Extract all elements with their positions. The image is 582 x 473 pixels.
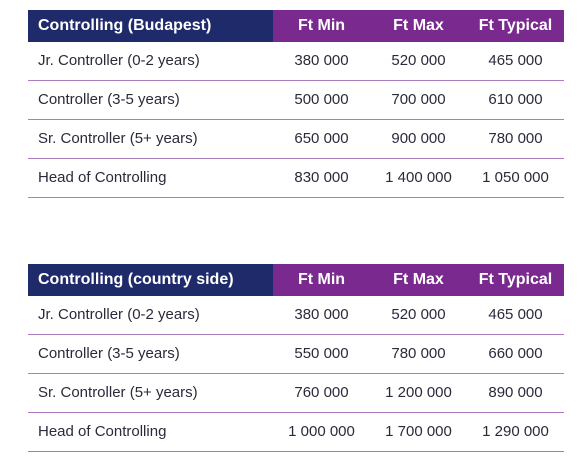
max-cell: 1 400 000 bbox=[385, 169, 452, 186]
header-typical: Ft Typical bbox=[467, 10, 564, 42]
salary-table-country-side: Controlling (country side) Ft Min Ft Max… bbox=[28, 264, 564, 452]
table-row: Sr. Controller (5+ years) 650 000 900 00… bbox=[28, 120, 564, 159]
role-cell: Controller (3-5 years) bbox=[38, 91, 180, 108]
typical-cell: 1 050 000 bbox=[482, 169, 549, 186]
salary-table-budapest: Controlling (Budapest) Ft Min Ft Max Ft … bbox=[28, 10, 564, 198]
table-row: Jr. Controller (0-2 years) 380 000 520 0… bbox=[28, 42, 564, 81]
header-max: Ft Max bbox=[370, 264, 467, 296]
min-cell: 830 000 bbox=[294, 169, 349, 186]
role-cell: Head of Controlling bbox=[38, 423, 167, 440]
table-header: Controlling (Budapest) Ft Min Ft Max Ft … bbox=[28, 10, 564, 42]
min-cell: 550 000 bbox=[294, 345, 349, 362]
max-cell: 780 000 bbox=[391, 345, 446, 362]
max-cell: 520 000 bbox=[391, 306, 446, 323]
table-row: Head of Controlling 830 000 1 400 000 1 … bbox=[28, 159, 564, 198]
min-cell: 500 000 bbox=[294, 91, 349, 108]
header-role: Controlling (country side) bbox=[28, 264, 273, 296]
role-cell: Jr. Controller (0-2 years) bbox=[38, 306, 200, 323]
role-cell: Sr. Controller (5+ years) bbox=[38, 384, 198, 401]
min-cell: 380 000 bbox=[294, 306, 349, 323]
max-cell: 520 000 bbox=[391, 52, 446, 69]
header-typical: Ft Typical bbox=[467, 264, 564, 296]
table-row: Head of Controlling 1 000 000 1 700 000 … bbox=[28, 413, 564, 452]
min-cell: 1 000 000 bbox=[288, 423, 355, 440]
role-cell: Jr. Controller (0-2 years) bbox=[38, 52, 200, 69]
max-cell: 700 000 bbox=[391, 91, 446, 108]
table-row: Controller (3-5 years) 550 000 780 000 6… bbox=[28, 335, 564, 374]
typical-cell: 465 000 bbox=[488, 306, 543, 323]
table-row: Controller (3-5 years) 500 000 700 000 6… bbox=[28, 81, 564, 120]
role-cell: Sr. Controller (5+ years) bbox=[38, 130, 198, 147]
role-cell: Head of Controlling bbox=[38, 169, 167, 186]
header-max: Ft Max bbox=[370, 10, 467, 42]
header-min: Ft Min bbox=[273, 264, 370, 296]
table-row: Sr. Controller (5+ years) 760 000 1 200 … bbox=[28, 374, 564, 413]
typical-cell: 780 000 bbox=[488, 130, 543, 147]
typical-cell: 1 290 000 bbox=[482, 423, 549, 440]
table-row: Jr. Controller (0-2 years) 380 000 520 0… bbox=[28, 296, 564, 335]
typical-cell: 660 000 bbox=[488, 345, 543, 362]
min-cell: 650 000 bbox=[294, 130, 349, 147]
typical-cell: 890 000 bbox=[488, 384, 543, 401]
header-role: Controlling (Budapest) bbox=[28, 10, 273, 42]
role-cell: Controller (3-5 years) bbox=[38, 345, 180, 362]
typical-cell: 465 000 bbox=[488, 52, 543, 69]
min-cell: 380 000 bbox=[294, 52, 349, 69]
max-cell: 1 700 000 bbox=[385, 423, 452, 440]
table-header: Controlling (country side) Ft Min Ft Max… bbox=[28, 264, 564, 296]
max-cell: 900 000 bbox=[391, 130, 446, 147]
typical-cell: 610 000 bbox=[488, 91, 543, 108]
min-cell: 760 000 bbox=[294, 384, 349, 401]
max-cell: 1 200 000 bbox=[385, 384, 452, 401]
header-min: Ft Min bbox=[273, 10, 370, 42]
